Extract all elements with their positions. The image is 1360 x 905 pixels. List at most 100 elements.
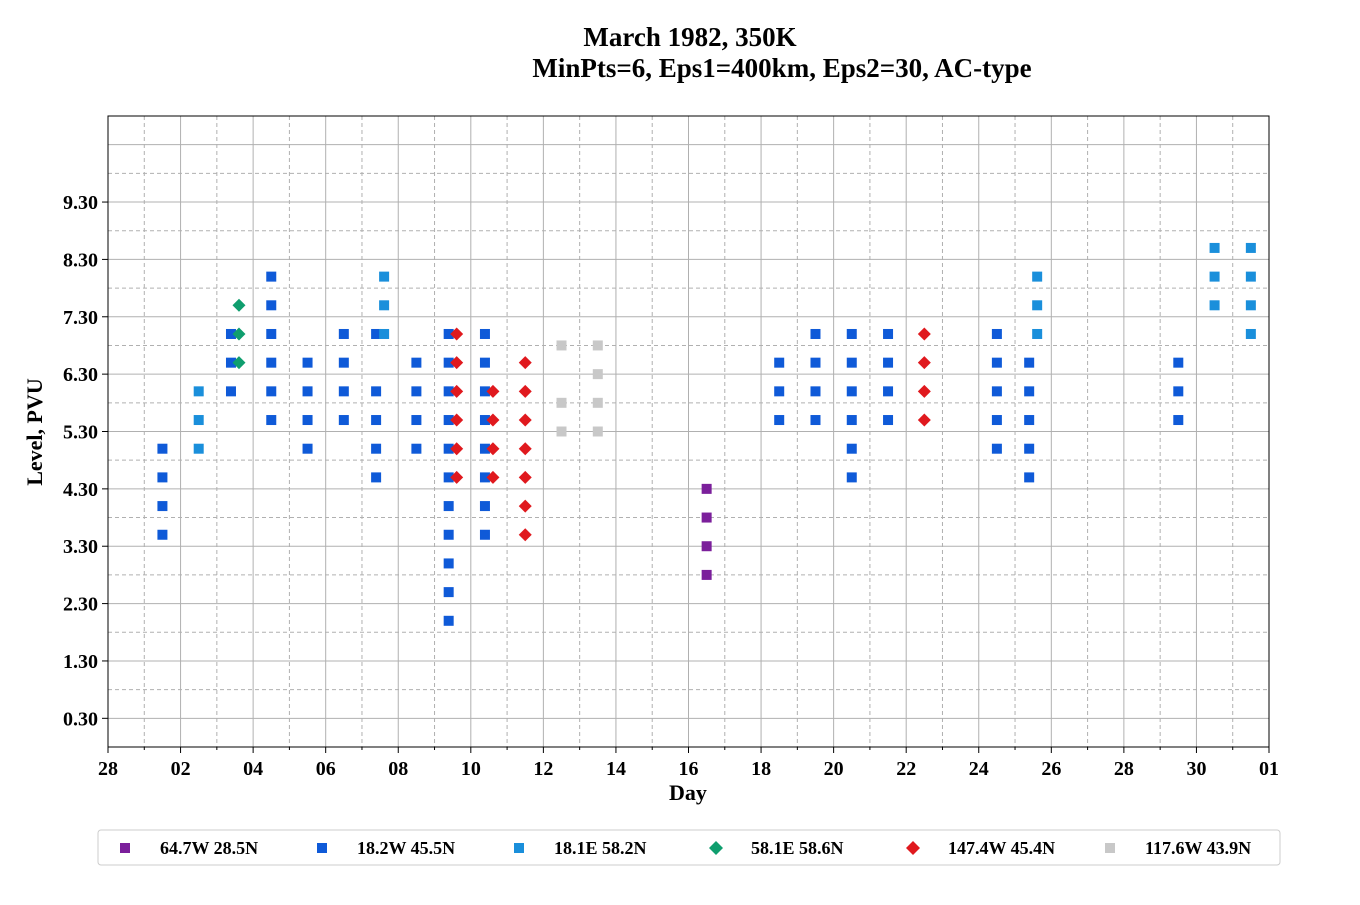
data-point [450,470,464,484]
data-point [266,357,277,368]
x-tick-label: 10 [461,758,481,780]
legend-marker [709,841,723,855]
data-point [917,327,931,341]
y-tick-label: 4.30 [63,479,98,501]
x-tick-label: 04 [243,758,263,780]
data-point [338,386,349,397]
data-point [1173,415,1184,426]
legend-marker [514,843,524,853]
data-point [371,328,382,339]
legend-label: 58.1E 58.6N [751,838,844,858]
data-point [556,397,567,408]
data-point [371,472,382,483]
data-point [846,415,857,426]
data-point [701,512,712,523]
data-point [592,426,603,437]
data-point [379,328,390,339]
legend-label: 64.7W 28.5N [160,838,258,858]
data-point [443,558,454,569]
y-tick-label: 8.30 [63,249,98,271]
chart-subtitle: MinPts=6, Eps1=400km, Eps2=30, AC-type [532,53,1031,83]
data-point [338,328,349,339]
x-tick-label: 08 [388,758,408,780]
x-tick-label: 24 [969,758,989,780]
axis-ticks: 28 02 04 06 08 10 12 14 16 18 20 22 24 26 28 30 01 0.30 1.… [63,192,1279,780]
legend-box [97,829,1281,866]
x-tick-label: 16 [679,758,699,780]
data-point [518,442,532,456]
data-point [1209,300,1220,311]
data-point [443,386,454,397]
data-point [225,328,236,339]
data-point [518,384,532,398]
data-point [486,413,500,427]
data-point [1209,242,1220,253]
data-point [991,415,1002,426]
data-point [883,357,894,368]
data-point [592,369,603,380]
data-point [379,300,390,311]
y-tick-label: 3.30 [63,536,98,558]
legend: 64.7W 28.5N 18.2W 45.5N 18.1E 58.2N 58.1E 5… [120,838,1251,858]
data-point [1024,472,1035,483]
x-tick-label: 12 [533,758,553,780]
data-point [1245,271,1256,282]
data-point [450,442,464,456]
data-point [443,501,454,512]
data-point [157,501,168,512]
data-point [479,529,490,540]
data-point [411,415,422,426]
x-tick-label: 02 [171,758,191,780]
data-point [556,340,567,351]
data-point [302,386,313,397]
data-point [846,357,857,368]
data-point [1209,271,1220,282]
data-point [193,386,204,397]
data-point [443,415,454,426]
data-point [774,357,785,368]
data-point [479,472,490,483]
data-point [917,413,931,427]
data-point [883,328,894,339]
data-point [371,415,382,426]
data-point [592,397,603,408]
x-axis-label: Day [669,780,707,805]
data-point [450,384,464,398]
legend-marker [120,843,130,853]
y-tick-label: 6.30 [63,364,98,386]
data-point [379,271,390,282]
data-point [486,442,500,456]
data-point [1024,386,1035,397]
legend-label: 18.1E 58.2N [554,838,647,858]
legend-marker [906,841,920,855]
data-point [518,528,532,542]
data-point [556,426,567,437]
data-point [592,340,603,351]
x-tick-label: 18 [751,758,771,780]
data-point [443,472,454,483]
x-tick-label: 26 [1041,758,1061,780]
data-point [846,472,857,483]
data-point [479,443,490,454]
legend-label: 147.4W 45.4N [948,838,1055,858]
y-tick-label: 9.30 [63,192,98,214]
data-point [1024,415,1035,426]
data-point [450,327,464,341]
x-tick-label: 28 [98,758,118,780]
legend-marker [1105,843,1115,853]
data-point [991,386,1002,397]
data-point [518,470,532,484]
data-point [266,386,277,397]
data-point [486,470,500,484]
data-point [774,415,785,426]
y-tick-label: 2.30 [63,594,98,616]
data-point [338,415,349,426]
data-point [225,357,236,368]
y-axis-label: Level, PVU [22,378,47,486]
data-point [991,328,1002,339]
data-point [701,569,712,580]
data-point [157,472,168,483]
data-point [1245,242,1256,253]
x-tick-label: 14 [606,758,626,780]
